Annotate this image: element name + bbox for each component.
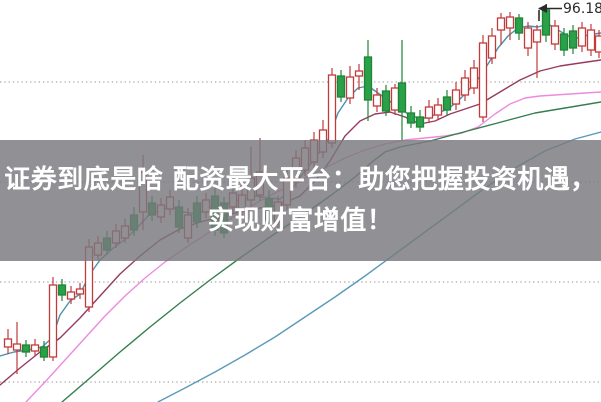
price-label: 96.18 (563, 1, 601, 17)
headline-banner: 证券到底是啥 配资最大平台：助您把握投资机遇， 实现财富增值！ (0, 140, 601, 261)
headline-line-1: 证券到底是啥 配资最大平台：助您把握投资机遇， (4, 165, 597, 195)
price-marker: 96.18 (536, 0, 601, 22)
price-arrow-icon (538, 4, 562, 21)
headline-line-2: 实现财富增值！ (207, 206, 394, 236)
